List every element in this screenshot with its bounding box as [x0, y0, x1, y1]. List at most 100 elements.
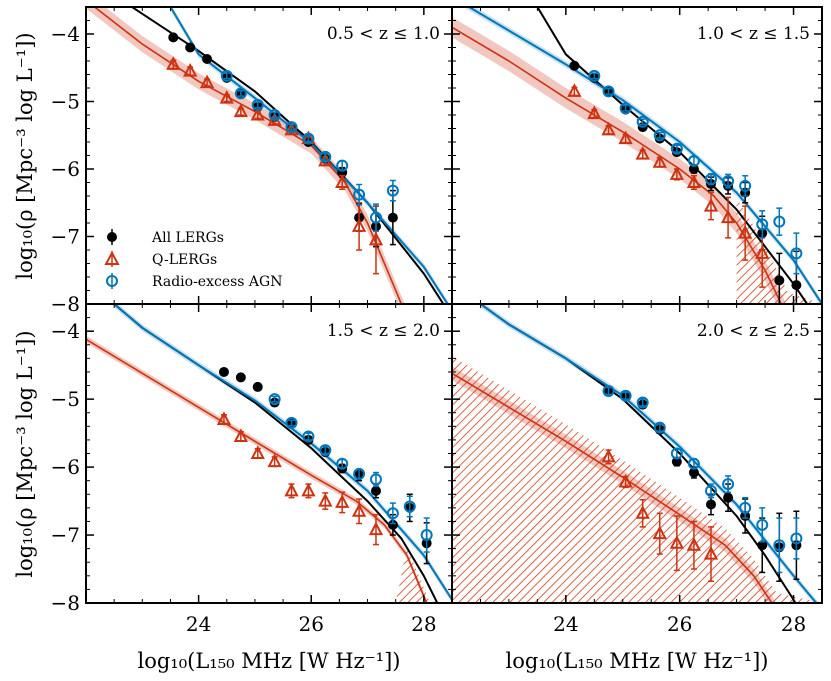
radio-data-point	[756, 507, 769, 543]
radio-data-point	[285, 416, 298, 429]
radio-data-point	[687, 154, 700, 167]
q-fit-line	[93, 7, 403, 304]
radio-data-point	[386, 502, 399, 525]
radio-series	[220, 69, 399, 232]
radio-data-point	[336, 457, 349, 470]
q-lergs-uncertainty-band	[86, 335, 429, 603]
legend: All LERGs Q-LERGs Radio-excess AGN	[104, 229, 282, 290]
q-lergs-uncertainty-band	[452, 17, 787, 304]
q-data-point	[720, 196, 736, 239]
radio-data-point	[653, 421, 666, 434]
q-data-point	[284, 482, 299, 499]
q-data-point	[738, 205, 753, 261]
q-data-point	[166, 56, 181, 70]
radio-data-point	[268, 109, 281, 121]
panel-redshift-label: 2.0 < z ≤ 2.5	[697, 321, 810, 341]
y-tick-label: −4	[51, 319, 80, 343]
radio-data-point	[302, 430, 315, 443]
all-data-point	[235, 372, 246, 383]
legend-label-q-lergs: Q-LERGs	[152, 252, 217, 268]
radio-data-point	[302, 132, 315, 145]
radio-data-point	[619, 102, 632, 115]
all-data-point	[218, 366, 229, 377]
radio-data-point	[268, 393, 281, 406]
q-data-point	[635, 145, 650, 160]
radio-data-point	[336, 159, 349, 172]
legend-label-all-lergs: All LERGs	[151, 230, 224, 246]
q-data-point	[267, 453, 282, 468]
panel-z-2.0-2.5: 24 26 28 2.0 < z ≤ 2.5	[451, 303, 823, 636]
x-axis-title-right: log₁₀(L₁₅₀ MHz [W Hz⁻¹])	[506, 649, 769, 673]
plot-area	[452, 304, 822, 603]
radio-data-point	[739, 496, 752, 519]
radio-data-point	[773, 207, 786, 236]
radio-data-point	[285, 121, 298, 134]
all-data-point	[569, 60, 580, 71]
radio-data-point	[369, 203, 382, 232]
radio-data-point	[386, 179, 399, 202]
radio-data-point	[722, 173, 735, 189]
y-tick-label: −6	[51, 455, 80, 479]
x-tick-label: 24	[186, 612, 211, 636]
legend-entry-all-lergs: All LERGs	[107, 229, 224, 246]
y-tick-label: −5	[51, 90, 80, 114]
radio-data-point	[602, 85, 615, 98]
panel-z-1.5-2.0: 24 26 28 −4 −5 −6 −7 −8 1.5 < z ≤ 2.0	[51, 303, 453, 636]
radio-data-point	[790, 232, 803, 275]
y-tick-label: −8	[51, 591, 80, 615]
q-data-point	[669, 166, 684, 181]
legend-label-radio-excess-agn: Radio-excess AGN	[152, 274, 282, 290]
radio-data-point	[705, 172, 717, 186]
plot-area	[86, 304, 452, 603]
q-data-point	[652, 512, 667, 555]
radio-series	[602, 384, 803, 574]
radio-uncertainty-band	[114, 304, 452, 603]
radio-data-point	[251, 98, 264, 111]
radio-data-point	[619, 389, 632, 402]
all-data-point	[202, 53, 213, 64]
panel-redshift-label: 1.0 < z ≤ 1.5	[697, 24, 810, 44]
y-tick-label: −5	[51, 387, 80, 411]
radio-data-point	[636, 115, 649, 128]
all-data-point	[185, 42, 196, 53]
plot-area	[86, 7, 450, 304]
q-series	[216, 411, 384, 546]
radio-data-point	[602, 384, 615, 397]
q-data-point	[301, 482, 316, 499]
y-tick-label: −7	[51, 225, 80, 249]
q-data-point	[635, 498, 650, 528]
q-lergs-hatched-region	[736, 197, 822, 304]
q-data-point	[686, 174, 702, 190]
legend-entry-q-lergs: Q-LERGs	[104, 250, 217, 268]
q-data-point	[652, 154, 667, 168]
q-data-point	[233, 428, 248, 443]
radio-data-point	[756, 210, 769, 239]
radio-data-point	[739, 175, 752, 197]
all-data-point	[252, 381, 263, 392]
radio-data-point	[636, 396, 649, 409]
radio-data-point	[234, 87, 247, 100]
panel-redshift-label: 0.5 < z ≤ 1.0	[327, 24, 440, 44]
q-data-point	[351, 498, 367, 525]
radio-series	[268, 393, 433, 553]
radio-data-point	[588, 69, 601, 82]
x-tick-label: 24	[553, 612, 578, 636]
q-data-point	[233, 103, 248, 118]
q-data-point	[335, 174, 350, 190]
q-data-point	[703, 526, 719, 583]
all-data-point	[168, 32, 179, 43]
q-data-point	[318, 492, 333, 510]
radio-data-point	[653, 129, 666, 142]
q-data-point	[250, 106, 265, 121]
x-tick-label: 26	[299, 612, 324, 636]
q-data-point	[686, 520, 702, 570]
radio-data-point	[420, 517, 433, 553]
radio-data-point	[403, 495, 416, 518]
q-data-point	[183, 62, 198, 77]
radio-series	[588, 69, 803, 275]
plot-area	[452, 7, 822, 304]
q-fit-line	[86, 338, 428, 603]
radio-data-point	[353, 183, 366, 206]
all-fit-line	[130, 7, 445, 304]
